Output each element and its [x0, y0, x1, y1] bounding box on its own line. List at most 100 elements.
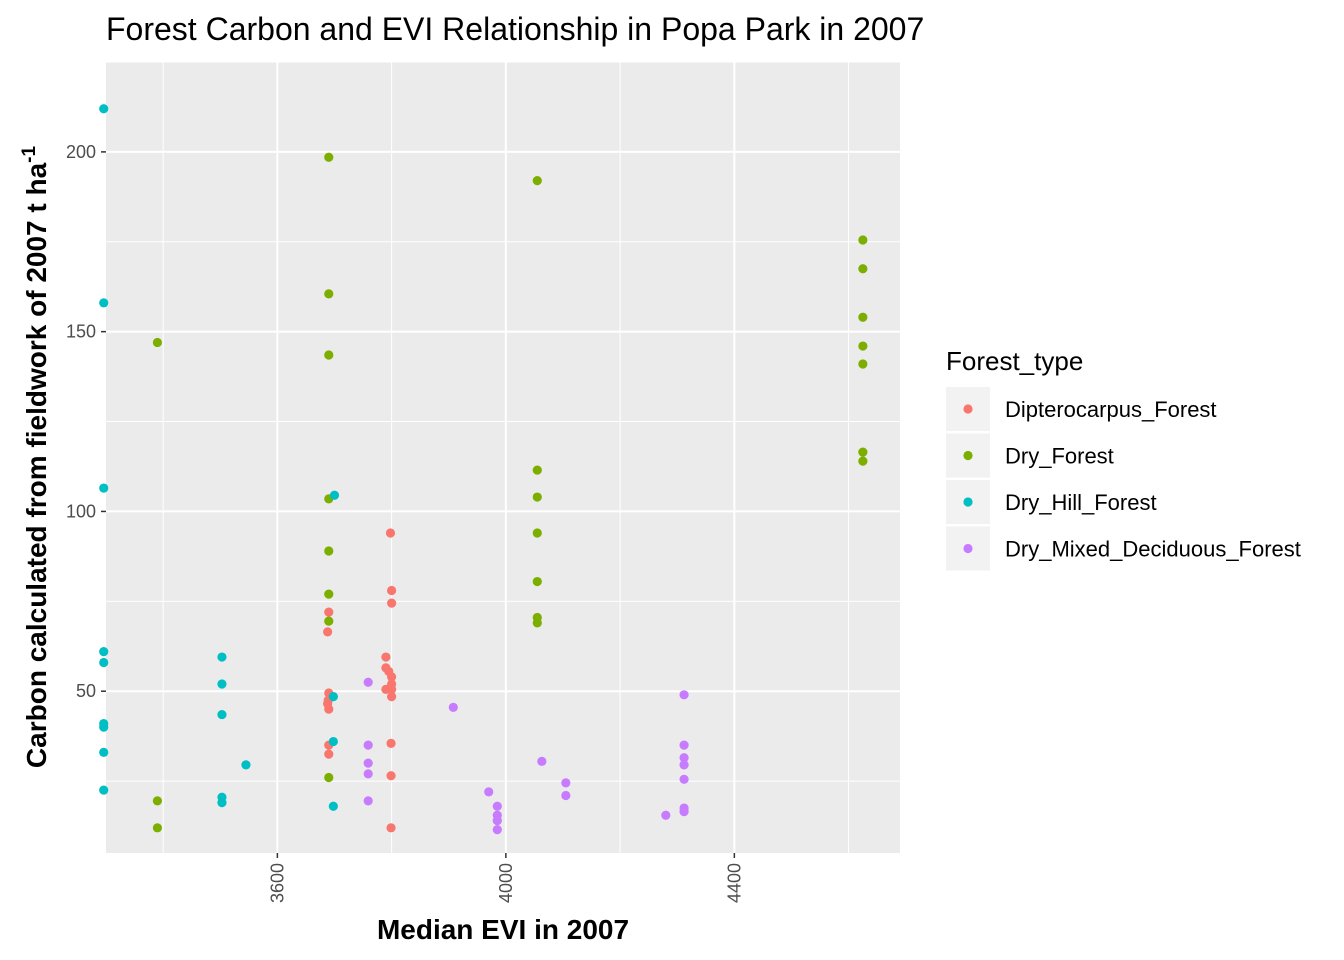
data-point	[532, 176, 542, 186]
data-point	[328, 736, 338, 747]
data-point	[387, 585, 397, 596]
data-point	[679, 753, 689, 763]
data-point	[858, 447, 868, 457]
data-point	[217, 709, 227, 720]
data-point	[387, 598, 397, 608]
data-point	[532, 492, 542, 502]
y-axis-title-superscript: -1	[19, 145, 40, 162]
data-point	[661, 810, 671, 820]
data-point	[363, 796, 373, 806]
legend-marker	[963, 497, 973, 507]
data-point	[484, 787, 494, 797]
data-point	[217, 679, 227, 689]
y-axis-title: Carbon calculated from fieldwork of 2007…	[19, 145, 52, 768]
data-point	[858, 312, 868, 322]
data-point	[385, 528, 396, 538]
data-point	[99, 483, 109, 493]
data-point	[99, 722, 109, 732]
data-point	[492, 801, 502, 811]
legend-items: Dipterocarpus_Forest Dry_Forest Dry_Hill_F…	[946, 387, 1301, 571]
data-point	[324, 589, 334, 599]
legend-label: Dry_Forest	[1005, 444, 1114, 469]
data-point	[532, 576, 542, 587]
data-point	[324, 289, 334, 299]
legend-marker	[963, 450, 973, 461]
x-axis-title: Median EVI in 2007	[377, 914, 629, 945]
data-point	[387, 691, 397, 702]
data-point	[99, 747, 109, 757]
data-point	[679, 760, 689, 770]
legend-title: Forest_type	[946, 346, 1083, 376]
x-axis-ticks: 3600 4000 4400	[267, 853, 744, 903]
data-point	[561, 778, 571, 788]
data-point	[387, 684, 397, 695]
data-point	[323, 627, 333, 637]
major-gridlines	[106, 62, 900, 853]
data-point	[152, 796, 163, 806]
data-point	[99, 785, 109, 795]
data-point	[858, 235, 868, 245]
data-point	[99, 647, 109, 657]
data-point	[679, 774, 689, 784]
plot-panel	[106, 62, 900, 853]
data-point	[386, 738, 396, 748]
data-point	[492, 816, 502, 826]
legend-label: Dry_Hill_Forest	[1005, 490, 1157, 515]
data-point	[363, 758, 373, 768]
data-point	[532, 465, 542, 475]
data-point	[858, 264, 868, 274]
data-point	[858, 341, 868, 351]
data-point	[99, 657, 109, 668]
legend-label: Dipterocarpus_Forest	[1005, 397, 1217, 422]
data-point	[217, 652, 227, 662]
data-point	[537, 756, 547, 766]
chart-title: Forest Carbon and EVI Relationship in Po…	[106, 11, 924, 47]
data-point	[532, 618, 542, 628]
data-point	[99, 298, 109, 308]
data-point	[324, 607, 334, 617]
x-tick-label: 4000	[496, 863, 516, 903]
data-point	[679, 740, 689, 750]
minor-gridlines	[106, 61, 900, 853]
data-point	[324, 152, 334, 162]
y-tick-label: 200	[66, 142, 96, 162]
data-point	[324, 772, 334, 783]
y-tick-label: 100	[66, 501, 96, 521]
y-tick-label: 150	[66, 322, 96, 342]
data-point	[324, 749, 334, 759]
y-axis-ticks: 50 100 150 200	[66, 142, 106, 701]
data-point	[329, 490, 340, 500]
data-point	[152, 823, 163, 833]
data-point	[324, 546, 334, 556]
legend-marker	[963, 404, 973, 414]
data-point	[324, 350, 334, 360]
data-points	[99, 104, 868, 835]
y-axis-title-main: Carbon calculated from fieldwork of 2007…	[21, 162, 52, 768]
data-point	[387, 672, 397, 682]
data-point	[532, 528, 542, 538]
data-point	[328, 691, 338, 702]
legend-label: Dry_Mixed_Deciduous_Forest	[1005, 537, 1301, 562]
x-tick-label: 4400	[724, 863, 744, 903]
y-tick-label: 50	[76, 681, 96, 701]
data-point	[386, 823, 396, 833]
data-point	[363, 769, 373, 779]
data-point	[324, 616, 334, 626]
data-point	[324, 704, 334, 714]
data-point	[241, 760, 251, 770]
legend: Forest_type Dipterocarpus_Forest Dry_Fore…	[946, 346, 1301, 571]
data-point	[99, 104, 109, 114]
data-point	[858, 359, 868, 369]
data-point	[561, 790, 571, 801]
data-point	[858, 456, 868, 466]
data-point	[381, 652, 391, 662]
data-point	[492, 825, 502, 835]
data-point	[679, 807, 689, 817]
x-tick-label: 3600	[267, 863, 287, 903]
legend-marker	[963, 543, 973, 554]
data-point	[363, 740, 373, 750]
data-point	[328, 801, 338, 811]
data-point	[386, 771, 396, 781]
data-point	[363, 677, 373, 687]
